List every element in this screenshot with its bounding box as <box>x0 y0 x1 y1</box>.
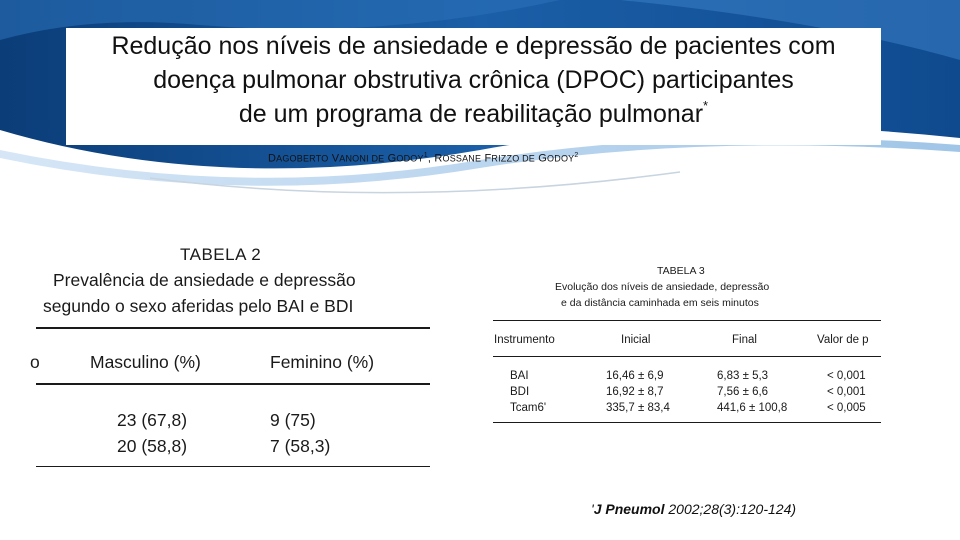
table3-cell: 441,6 ± 100,8 <box>717 402 788 414</box>
background-highlight <box>620 0 960 60</box>
title-panel: Redução nos níveis de ansiedade e depres… <box>66 28 881 145</box>
table2-cell: 23 (67,8) <box>117 410 188 430</box>
table3-title: TABELA 3 <box>657 265 705 277</box>
table2-subtitle-line-2: segundo o sexo aferidas pelo BAI e BDI <box>43 296 354 316</box>
table3-top-rule <box>493 320 881 321</box>
article-authors: DAGOBERTO VANONI DE GODOY1, ROSSANE FRIZ… <box>268 152 579 165</box>
table2-header-masculino: Masculino (%) <box>90 352 201 372</box>
table3-header-valor-p: Valor de p <box>817 334 869 346</box>
table3-cell: < 0,001 <box>827 386 866 398</box>
table2-header-cell: o <box>30 352 40 372</box>
table3-cell: 16,46 ± 6,9 <box>606 370 664 382</box>
table2-subtitle-line-1: Prevalência de ansiedade e depressão <box>53 270 356 290</box>
table3-header-instrumento: Instrumento <box>494 334 555 346</box>
table3-subtitle-line-2: e da distância caminhada em seis minutos <box>561 297 759 309</box>
article-title-line-2: doença pulmonar obstrutiva crônica (DPOC… <box>153 66 794 94</box>
citation: 'J Pneumol 2002;28(3):120-124) <box>591 501 797 517</box>
table3-cell: 6,83 ± 5,3 <box>717 370 769 382</box>
table3-cell: Tcam6' <box>510 402 547 414</box>
table2-cell: 7 (58,3) <box>270 436 331 456</box>
table2-title: TABELA 2 <box>180 245 262 264</box>
table3-bottom-rule <box>493 422 881 423</box>
table2-bottom-rule <box>36 466 430 467</box>
table2-cell: 9 (75) <box>270 410 316 430</box>
table2-header-feminino: Feminino (%) <box>270 352 375 372</box>
table3-header-inicial: Inicial <box>621 334 651 346</box>
table3-cell: BDI <box>510 386 530 398</box>
background-thin-arc <box>149 171 681 194</box>
table3-cell: 7,56 ± 6,6 <box>717 386 769 398</box>
table3-cell: 335,7 ± 83,4 <box>606 402 670 414</box>
table3-cell: BAI <box>510 370 529 382</box>
table2-cell: 20 (58,8) <box>117 436 188 456</box>
table3-header-final: Final <box>732 334 757 346</box>
article-title-line-1: Redução nos níveis de ansiedade e depres… <box>111 32 836 60</box>
table3-header-rule <box>493 356 881 357</box>
article-title-line-3: de um programa de reabilitação pulmonar* <box>238 98 709 128</box>
table3-cell: 16,92 ± 8,7 <box>606 386 664 398</box>
background-highlight <box>0 0 560 40</box>
table3-cell: < 0,001 <box>827 370 866 382</box>
table2-top-rule <box>36 327 430 329</box>
table3-subtitle-line-1: Evolução dos níveis de ansiedade, depres… <box>555 281 770 293</box>
background-light-arc <box>0 137 960 186</box>
table3-cell: < 0,005 <box>827 402 866 414</box>
table2-header-rule <box>36 383 430 385</box>
